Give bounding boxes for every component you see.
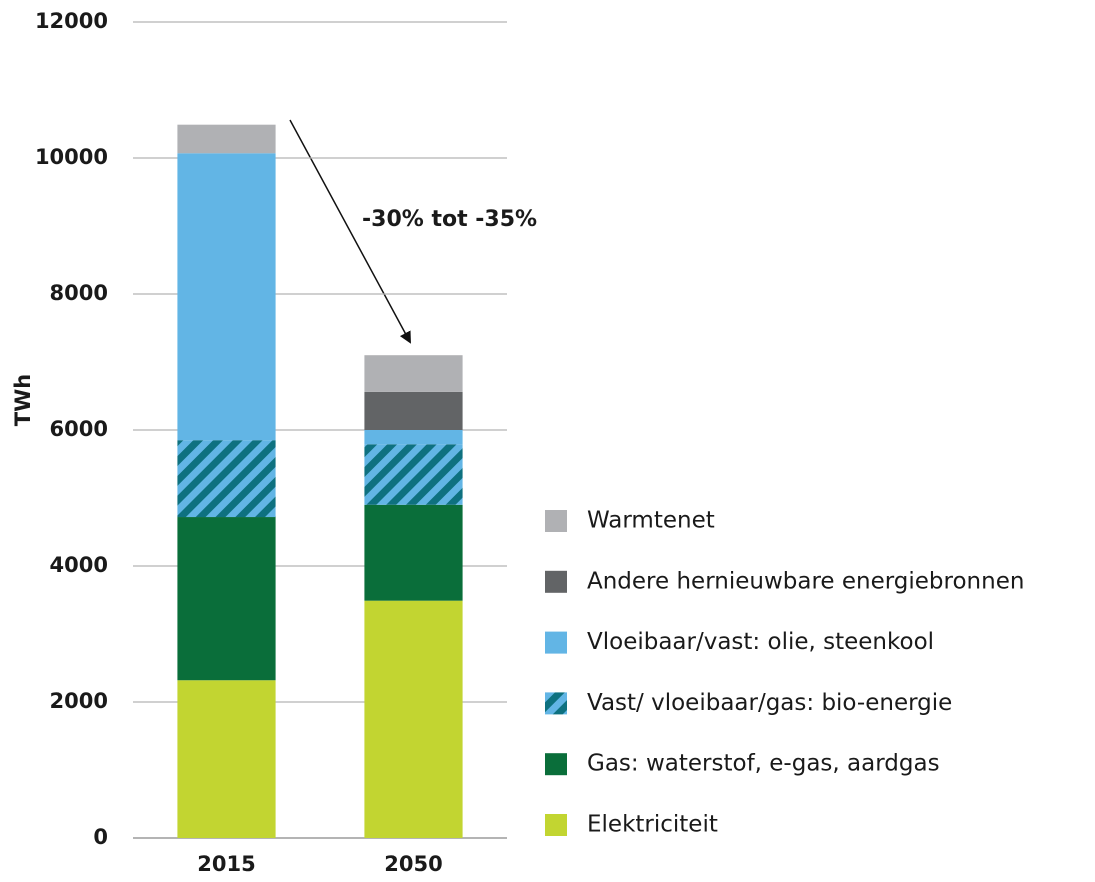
legend-swatch (545, 692, 567, 715)
bar-segment (364, 504, 463, 601)
legend-swatch (545, 570, 567, 593)
x-tick-label: 2050 (384, 852, 442, 876)
bar-segment (364, 355, 463, 392)
bar-segment (177, 440, 276, 518)
x-tick-label: 2015 (197, 852, 255, 876)
bar-segment (364, 391, 463, 430)
legend-swatch (545, 631, 567, 654)
y-axis-label: TWh (11, 374, 35, 426)
bar-segment (177, 153, 276, 441)
arrow (289, 119, 411, 344)
bar-segment (364, 444, 463, 505)
legend-label: Gas: waterstof, e-gas, aardgas (587, 751, 940, 777)
y-tick-label: 6000 (50, 417, 108, 441)
legend-label: Andere hernieuwbare energiebronnen (587, 568, 1024, 594)
y-tick-label: 8000 (50, 281, 108, 305)
legend-label: Vloeibaar/vast: olie, steenkool (587, 629, 934, 655)
y-tick-label: 0 (93, 825, 108, 849)
legend-swatch (545, 753, 567, 776)
legend-label: Elektriciteit (587, 812, 718, 838)
y-tick-label: 2000 (50, 689, 108, 713)
annotation: -30% tot -35% (362, 207, 537, 232)
legend-swatch (545, 510, 567, 532)
bar-segment (177, 517, 276, 681)
legend-label: Warmtenet (587, 508, 715, 534)
bar-segment (177, 124, 276, 154)
bar-segment (364, 430, 463, 445)
legend-swatch (545, 814, 567, 836)
y-tick-label: 10000 (35, 145, 108, 169)
bar-segment (177, 680, 276, 838)
y-tick-label: 12000 (35, 9, 108, 33)
y-tick-label: 4000 (50, 553, 108, 577)
bar-segment (364, 600, 463, 838)
legend-label: Vast/ vloeibaar/gas: bio-energie (587, 690, 952, 716)
